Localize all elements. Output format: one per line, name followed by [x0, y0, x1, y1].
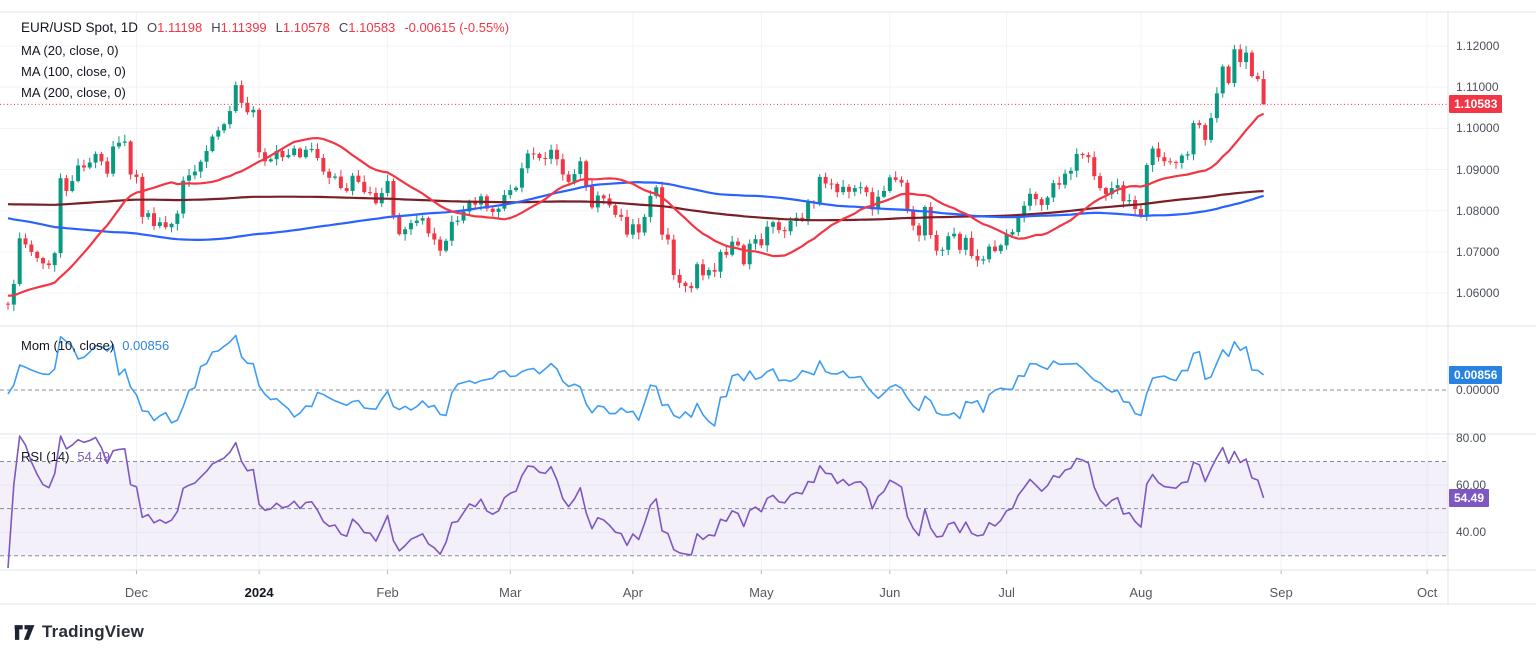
momentum-axis-label: 0.00000 [1456, 383, 1500, 397]
change-value: -0.00615 (-0.55%) [404, 20, 510, 35]
close-label: C [338, 20, 349, 35]
momentum-value: 0.00856 [122, 338, 170, 353]
price-axis-label: 1.10000 [1456, 121, 1500, 136]
rsi-label: RSI (14) [21, 449, 70, 464]
time-axis-label: Apr [622, 585, 643, 600]
tradingview-attribution[interactable]: TradingView [14, 622, 144, 642]
time-axis-label: Dec [124, 585, 149, 600]
close-value: 1.10583 [348, 20, 396, 35]
momentum-legend[interactable]: Mom (10, close) 0.00856 [21, 338, 169, 353]
rsi-legend[interactable]: RSI (14) 54.49 [21, 449, 110, 464]
high-label: H [211, 20, 221, 35]
momentum-label: Mom (10, close) [21, 338, 115, 353]
rsi-value: 54.49 [77, 449, 110, 464]
price-axis-label: 1.12000 [1456, 39, 1500, 53]
price-axis-label: 1.09000 [1456, 162, 1500, 177]
open-label: O [147, 20, 158, 35]
rsi-axis-label: 40.00 [1456, 525, 1487, 540]
tradingview-logo-icon [14, 624, 35, 640]
time-axis-label: 2024 [244, 585, 274, 600]
open-value: 1.11198 [157, 20, 203, 35]
tradingview-logo-text: TradingView [42, 622, 145, 641]
rsi-axis-label: 60.00 [1456, 478, 1487, 493]
low-value: 1.10578 [282, 20, 330, 35]
price-axis-label: 1.06000 [1456, 286, 1500, 301]
last-price-badge: 1.10583 [1449, 95, 1503, 114]
price-axis-label: 1.08000 [1456, 203, 1500, 218]
symbol-legend[interactable]: EUR/USD Spot, 1D O1.11198 H1.11399 L1.10578… [21, 20, 509, 35]
symbol-title: EUR/USD Spot, 1D [21, 20, 139, 35]
time-axis-label: Aug [1129, 585, 1153, 600]
time-axis-label: Jun [879, 585, 901, 600]
price-axis-label: 1.11000 [1456, 80, 1499, 95]
rsi-badge: 54.49 [1449, 489, 1490, 508]
ma20-legend[interactable]: MA (20, close, 0) [21, 43, 119, 58]
time-axis-label: Oct [1416, 585, 1438, 600]
time-axis-label: Mar [499, 585, 522, 600]
time-axis-label: Feb [376, 585, 399, 600]
time-axis-label: Sep [1269, 585, 1293, 600]
ma100-legend[interactable]: MA (100, close, 0) [21, 64, 126, 79]
ma200-legend[interactable]: MA (200, close, 0) [21, 85, 126, 100]
rsi-axis-label: 80.00 [1456, 431, 1487, 445]
price-axis-label: 1.07000 [1456, 244, 1500, 259]
high-value: 1.11399 [220, 20, 267, 35]
time-axis-label: May [749, 585, 774, 600]
time-axis-label: Jul [998, 585, 1015, 600]
momentum-badge: 0.00856 [1449, 366, 1503, 385]
low-label: L [275, 20, 283, 35]
